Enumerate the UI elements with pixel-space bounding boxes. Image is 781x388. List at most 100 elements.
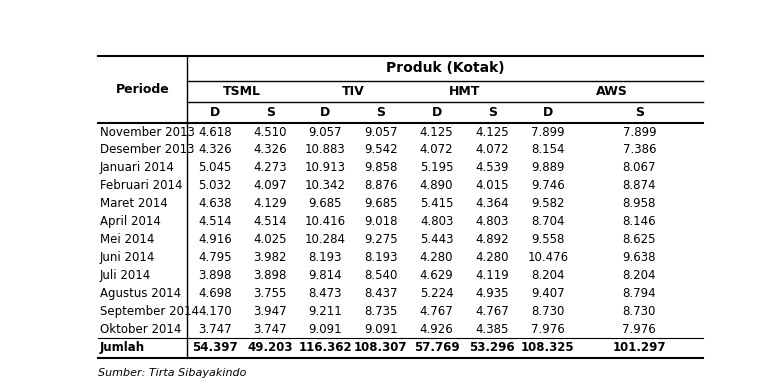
Text: Mei 2014: Mei 2014 <box>100 233 155 246</box>
Text: 8.958: 8.958 <box>622 197 656 210</box>
Text: 4.935: 4.935 <box>476 287 509 300</box>
Text: 9.746: 9.746 <box>531 179 565 192</box>
Text: Agustus 2014: Agustus 2014 <box>100 287 181 300</box>
Text: 4.125: 4.125 <box>476 125 509 139</box>
Text: 8.730: 8.730 <box>622 305 656 318</box>
Text: 4.767: 4.767 <box>419 305 454 318</box>
Text: Periode: Periode <box>116 83 169 96</box>
Text: Februari 2014: Februari 2014 <box>100 179 183 192</box>
Text: 4.119: 4.119 <box>476 269 509 282</box>
Text: 4.326: 4.326 <box>198 144 232 156</box>
Text: 4.916: 4.916 <box>198 233 232 246</box>
Text: 3.982: 3.982 <box>253 251 287 264</box>
Text: 4.510: 4.510 <box>253 125 287 139</box>
Text: 10.883: 10.883 <box>305 144 345 156</box>
Text: 8.540: 8.540 <box>364 269 398 282</box>
Text: 10.342: 10.342 <box>305 179 346 192</box>
Text: 7.976: 7.976 <box>622 323 656 336</box>
Text: 4.803: 4.803 <box>420 215 453 228</box>
Text: 9.558: 9.558 <box>531 233 565 246</box>
Text: 4.539: 4.539 <box>476 161 509 174</box>
Text: 3.898: 3.898 <box>198 269 232 282</box>
Text: 5.443: 5.443 <box>420 233 453 246</box>
Text: 8.704: 8.704 <box>531 215 565 228</box>
Text: 7.899: 7.899 <box>622 125 656 139</box>
Text: Jumlah: Jumlah <box>100 341 145 354</box>
Text: 7.976: 7.976 <box>531 323 565 336</box>
Text: 9.057: 9.057 <box>308 125 342 139</box>
Text: 4.364: 4.364 <box>476 197 509 210</box>
Text: 9.091: 9.091 <box>364 323 398 336</box>
Text: 4.129: 4.129 <box>253 197 287 210</box>
Text: 4.015: 4.015 <box>476 179 509 192</box>
Text: TIV: TIV <box>341 85 365 98</box>
Text: 9.858: 9.858 <box>364 161 398 174</box>
Text: 8.735: 8.735 <box>364 305 398 318</box>
Text: 8.193: 8.193 <box>308 251 342 264</box>
Text: 9.057: 9.057 <box>364 125 398 139</box>
Text: 4.280: 4.280 <box>476 251 509 264</box>
Text: 9.275: 9.275 <box>364 233 398 246</box>
Text: 57.769: 57.769 <box>414 341 459 354</box>
Text: TSML: TSML <box>223 85 262 98</box>
Text: 4.892: 4.892 <box>476 233 509 246</box>
Text: Sumber: Tirta Sibayakindo: Sumber: Tirta Sibayakindo <box>98 368 246 378</box>
Text: 8.625: 8.625 <box>622 233 656 246</box>
Text: 9.091: 9.091 <box>308 323 342 336</box>
Text: 10.284: 10.284 <box>305 233 346 246</box>
Text: 3.747: 3.747 <box>253 323 287 336</box>
Text: 4.926: 4.926 <box>419 323 454 336</box>
Text: 4.097: 4.097 <box>253 179 287 192</box>
Text: 4.514: 4.514 <box>198 215 232 228</box>
Text: 7.899: 7.899 <box>531 125 565 139</box>
Text: S: S <box>266 106 275 119</box>
Text: 4.698: 4.698 <box>198 287 232 300</box>
Text: S: S <box>635 106 644 119</box>
Text: 5.032: 5.032 <box>198 179 232 192</box>
Text: 4.326: 4.326 <box>253 144 287 156</box>
Text: 8.067: 8.067 <box>622 161 656 174</box>
Text: 4.025: 4.025 <box>253 233 287 246</box>
Text: Produk (Kotak): Produk (Kotak) <box>386 61 505 75</box>
Text: 8.730: 8.730 <box>531 305 565 318</box>
Text: 4.170: 4.170 <box>198 305 232 318</box>
Text: 8.874: 8.874 <box>622 179 656 192</box>
Text: Oktober 2014: Oktober 2014 <box>100 323 181 336</box>
Text: 10.416: 10.416 <box>305 215 346 228</box>
Text: 5.415: 5.415 <box>420 197 453 210</box>
Text: 4.273: 4.273 <box>253 161 287 174</box>
Text: Juni 2014: Juni 2014 <box>100 251 155 264</box>
Text: 3.947: 3.947 <box>253 305 287 318</box>
Text: AWS: AWS <box>596 85 627 98</box>
Text: 9.685: 9.685 <box>308 197 342 210</box>
Text: Desember 2013: Desember 2013 <box>100 144 194 156</box>
Text: Januari 2014: Januari 2014 <box>100 161 175 174</box>
Text: 4.795: 4.795 <box>198 251 232 264</box>
Text: 3.755: 3.755 <box>254 287 287 300</box>
Text: 108.325: 108.325 <box>521 341 575 354</box>
Text: 8.154: 8.154 <box>531 144 565 156</box>
Text: 9.582: 9.582 <box>531 197 565 210</box>
Text: 3.898: 3.898 <box>254 269 287 282</box>
Text: D: D <box>543 106 553 119</box>
Text: Juli 2014: Juli 2014 <box>100 269 152 282</box>
Text: 53.296: 53.296 <box>469 341 515 354</box>
Text: 4.072: 4.072 <box>419 144 454 156</box>
Text: 9.018: 9.018 <box>364 215 398 228</box>
Text: 4.385: 4.385 <box>476 323 509 336</box>
Text: S: S <box>488 106 497 119</box>
Text: 4.072: 4.072 <box>476 144 509 156</box>
Text: 9.211: 9.211 <box>308 305 342 318</box>
Text: 7.386: 7.386 <box>622 144 656 156</box>
Text: D: D <box>210 106 220 119</box>
Text: 8.146: 8.146 <box>622 215 656 228</box>
Text: HMT: HMT <box>449 85 480 98</box>
Text: 3.747: 3.747 <box>198 323 232 336</box>
Text: 9.889: 9.889 <box>531 161 565 174</box>
Text: 9.638: 9.638 <box>622 251 656 264</box>
Text: 4.514: 4.514 <box>253 215 287 228</box>
Text: 9.542: 9.542 <box>364 144 398 156</box>
Text: 8.876: 8.876 <box>364 179 398 192</box>
Text: S: S <box>376 106 385 119</box>
Text: 116.362: 116.362 <box>298 341 352 354</box>
